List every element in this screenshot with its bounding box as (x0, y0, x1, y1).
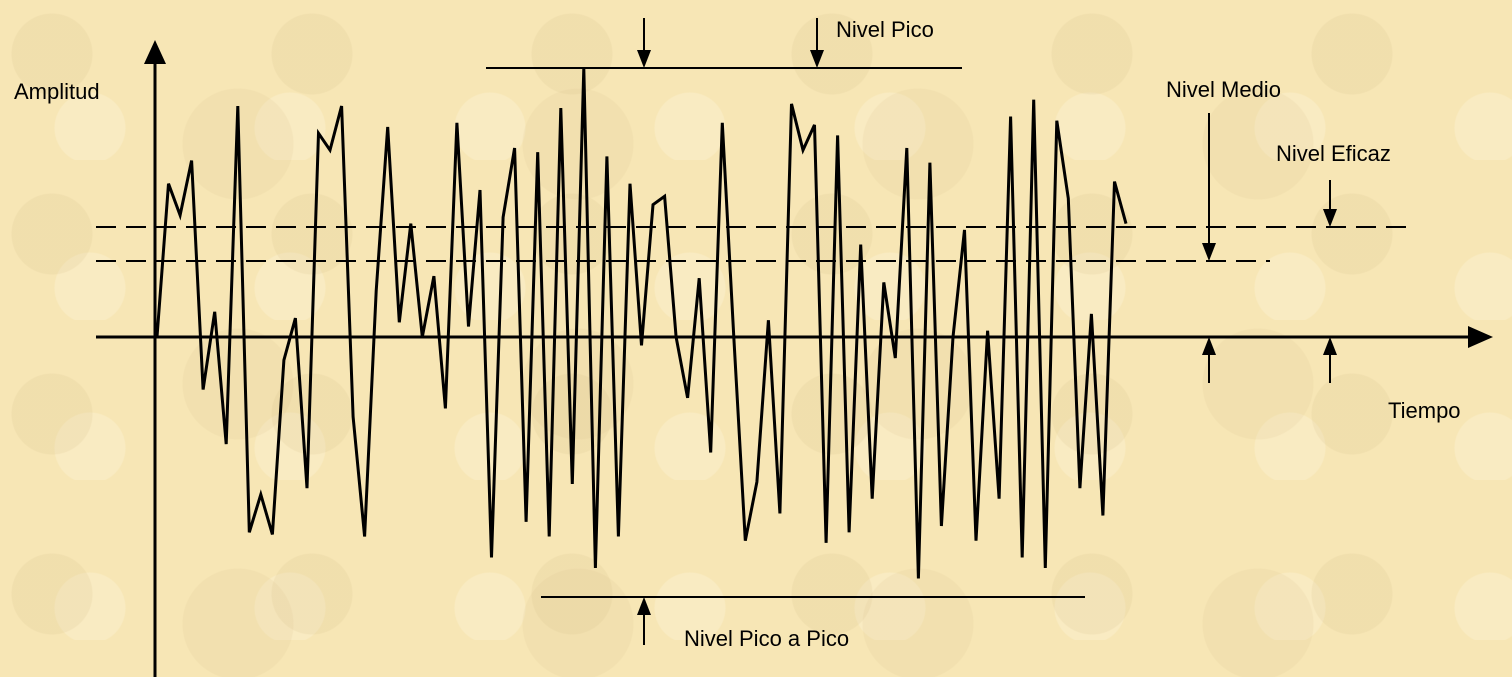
x-axis-label: Tiempo (1388, 398, 1461, 423)
peak-arrow-left (637, 18, 651, 68)
x-axis-arrowhead (1468, 326, 1493, 348)
rms-arrow-down (1323, 180, 1337, 227)
rms-arrow-up (1323, 337, 1337, 383)
peak-label: Nivel Pico (836, 17, 934, 42)
mean-arrow-down (1202, 113, 1216, 261)
mean-label: Nivel Medio (1166, 77, 1281, 102)
mean-arrow-up (1202, 337, 1216, 383)
rms-label: Nivel Eficaz (1276, 141, 1391, 166)
y-axis-arrowhead (144, 40, 166, 64)
signal-waveform (155, 68, 1128, 579)
trough-arrow (637, 597, 651, 645)
peak-to-peak-label: Nivel Pico a Pico (684, 626, 849, 651)
peak-arrow-right (810, 18, 824, 68)
y-axis-label: Amplitud (14, 79, 100, 104)
